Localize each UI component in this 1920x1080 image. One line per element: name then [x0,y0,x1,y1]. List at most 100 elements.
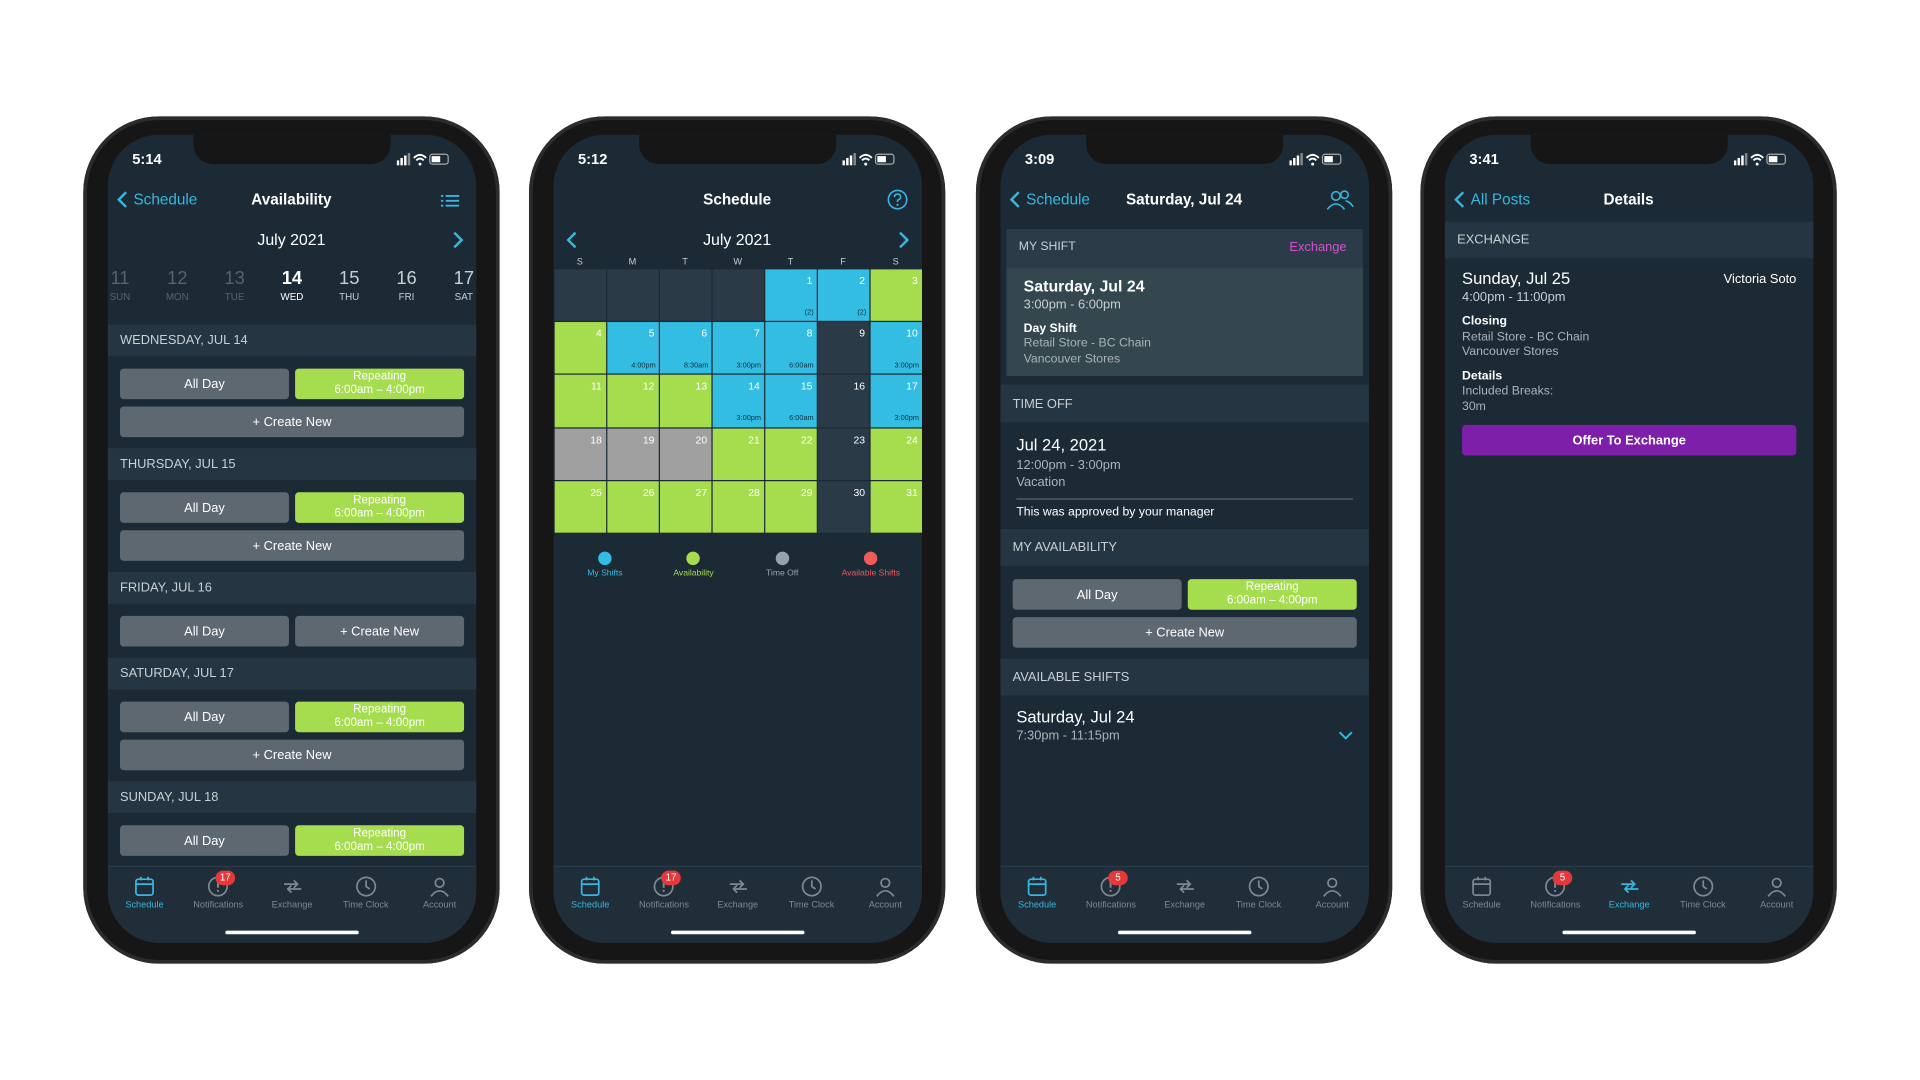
back-chevron[interactable] [116,190,128,210]
calendar-day[interactable]: 27 [659,480,711,533]
calendar-day[interactable]: 2 (2) [817,269,869,322]
week-day[interactable]: 15 [338,268,360,289]
button[interactable]: + Create New [120,530,465,561]
icon-path [1305,153,1320,162]
tab-label: Account [1315,898,1349,910]
calendar-day[interactable]: 13 [659,375,711,427]
tab[interactable]: Schedule [1445,867,1518,922]
calendar-day[interactable]: 25 [554,480,606,533]
repeating-button[interactable]: Repeating 6:00am – 4:00pm [1187,579,1357,610]
icon-svg [1338,731,1353,740]
repeating-button[interactable]: Repeating 6:00am – 4:00pm [295,701,465,733]
calendar-day[interactable]: 14 3:00pm [712,375,764,427]
calendar-day[interactable]: 5 4:00pm [606,322,659,374]
tab[interactable]: Schedule [553,867,626,922]
calendar-day[interactable]: 3 [870,269,922,322]
next-month[interactable] [452,230,464,250]
tab[interactable]: Account [1740,867,1813,922]
week-day[interactable]: 14 [281,268,303,289]
day-number: 3 [911,274,918,287]
calendar-day[interactable]: 23 [817,428,869,480]
back-link[interactable]: All Posts [1470,191,1531,209]
calendar-day[interactable]: 28 [712,480,764,533]
calendar-day[interactable]: 22 [764,428,817,480]
back-chevron[interactable] [1009,190,1021,210]
tab[interactable]: Account [1296,867,1369,922]
phone-frame: 3:41 All Posts Details Schedule Notificatio… [1420,116,1837,964]
tab[interactable]: Schedule [108,867,181,922]
button[interactable]: All Day [120,368,289,400]
repeating-button[interactable]: Repeating 6:00am – 4:00pm [295,492,465,523]
team-icon[interactable] [1325,189,1354,211]
tab[interactable]: Time Clock [329,867,402,922]
tab[interactable]: Schedule [1000,867,1073,922]
calendar-day[interactable]: 18 [554,428,606,480]
repeating-button[interactable]: Repeating 6:00am – 4:00pm [295,825,465,856]
calendar-day[interactable]: 16 [817,375,869,427]
button[interactable]: + Create New [120,739,465,771]
button[interactable]: All Day [120,701,289,733]
calendar-day[interactable]: 17 3:00pm [870,375,922,427]
week-day[interactable]: 11 [110,268,130,289]
button-label: All Day [1076,587,1118,602]
tab-label: Notifications [1530,898,1581,910]
calendar-day[interactable]: 30 [817,480,869,533]
week-day[interactable]: 13 [224,268,245,289]
help-icon[interactable] [887,189,909,211]
back-link[interactable]: Schedule [1026,191,1090,209]
section-header: SUNDAY, JUL 18 [107,781,477,814]
tab[interactable]: Exchange [1148,867,1221,922]
exchange-link[interactable]: Exchange [1289,240,1347,255]
calendar-day[interactable]: 7 3:00pm [712,322,764,374]
calendar-day[interactable]: 31 [870,480,922,533]
calendar-day[interactable]: 9 [817,322,869,374]
calendar-day[interactable]: 6 8:30am [659,322,711,374]
calendar-day[interactable]: 21 [712,428,764,480]
calendar-day[interactable]: 15 6:00am [764,375,817,427]
button[interactable]: All Day [120,492,289,523]
week-day[interactable]: 12 [167,268,188,289]
tab-label: Time Clock [343,898,389,910]
repeating-button[interactable]: Repeating 6:00am – 4:00pm [295,368,465,400]
icon-rect [842,160,845,166]
offer-button[interactable]: Offer To Exchange [1462,424,1797,456]
week-day[interactable]: 17 [453,268,475,289]
calendar-day[interactable]: 1 (2) [764,269,817,322]
button[interactable]: All Day [120,615,289,647]
tab[interactable]: Time Clock [1666,867,1739,922]
button-label: All Day [184,376,225,392]
day-number: 10 [906,327,918,340]
list-icon[interactable] [440,193,461,208]
calendar-day[interactable]: 29 [764,480,817,533]
week-day[interactable]: 16 [396,268,417,289]
prev-month[interactable] [566,230,578,250]
icon-rect [1293,157,1296,166]
time-off-note: This was approved by your manager [1016,505,1215,520]
tab[interactable]: Time Clock [1222,867,1295,922]
calendar-day[interactable]: 26 [606,480,659,533]
calendar-day[interactable]: 10 3:00pm [870,322,922,374]
tab[interactable]: Account [403,867,476,922]
expand-chevron[interactable] [1337,730,1354,742]
day-note: 3:00pm [894,362,919,371]
tab[interactable]: Account [849,867,922,922]
button[interactable]: + Create New [295,615,465,647]
button[interactable]: All Day [120,825,289,856]
calendar-day[interactable]: 11 [554,375,606,427]
tab[interactable]: Exchange [1592,867,1665,922]
button[interactable]: + Create New [120,406,465,438]
calendar-day[interactable]: 8 6:00am [764,322,817,374]
back-chevron[interactable] [1453,190,1465,210]
button[interactable]: All Day [1012,579,1182,610]
tab[interactable]: Exchange [255,867,328,922]
tab[interactable]: Exchange [701,867,774,922]
calendar-day[interactable]: 20 [659,428,711,480]
tab[interactable]: Time Clock [775,867,848,922]
calendar-day[interactable]: 4 [554,322,606,374]
calendar-day[interactable]: 19 [606,428,659,480]
next-month[interactable] [898,230,910,250]
calendar-day[interactable]: 24 [870,428,922,480]
calendar-day[interactable]: 12 [606,375,659,427]
button[interactable]: + Create New [1012,617,1357,648]
back-link[interactable]: Schedule [133,191,198,209]
